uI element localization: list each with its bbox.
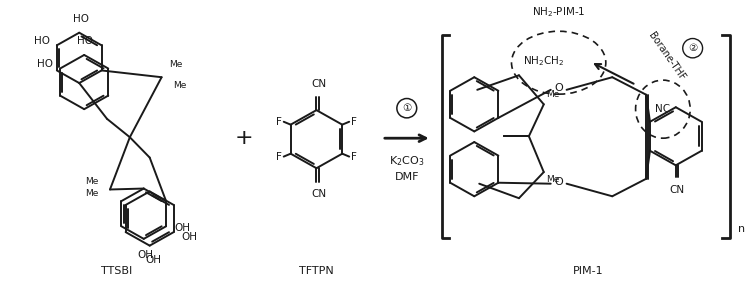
Text: +: + — [235, 128, 253, 148]
Text: OH: OH — [137, 249, 154, 260]
Text: PIM-1: PIM-1 — [573, 266, 604, 276]
Text: OH: OH — [182, 232, 198, 242]
Text: Me: Me — [174, 81, 187, 90]
Text: F: F — [276, 117, 282, 127]
Text: K$_2$CO$_3$: K$_2$CO$_3$ — [389, 155, 424, 168]
Text: ②: ② — [688, 43, 698, 53]
Text: TTSBI: TTSBI — [101, 266, 133, 276]
Text: O: O — [554, 177, 563, 187]
Text: HO: HO — [73, 14, 89, 24]
Text: n: n — [738, 224, 745, 234]
Text: ①: ① — [402, 103, 411, 113]
Text: HO: HO — [37, 59, 53, 69]
Text: HO: HO — [34, 36, 50, 46]
Text: TFTPN: TFTPN — [299, 266, 334, 276]
Text: F: F — [276, 152, 282, 162]
Text: DMF: DMF — [395, 172, 419, 182]
Text: Me: Me — [85, 189, 98, 198]
Text: F: F — [351, 152, 357, 162]
Text: Me: Me — [85, 177, 98, 186]
Text: Me: Me — [170, 61, 183, 70]
Text: Me: Me — [546, 175, 559, 184]
Text: HO: HO — [77, 36, 93, 46]
Text: OH: OH — [174, 223, 190, 233]
Text: NC: NC — [655, 104, 670, 114]
Text: Borane-THF: Borane-THF — [646, 30, 686, 82]
Text: CN: CN — [669, 185, 684, 195]
Text: OH: OH — [146, 255, 162, 265]
Text: CN: CN — [311, 79, 326, 89]
Text: O: O — [554, 83, 563, 93]
Text: NH$_2$-PIM-1: NH$_2$-PIM-1 — [532, 5, 585, 19]
Text: F: F — [351, 117, 357, 127]
Text: NH$_2$CH$_2$: NH$_2$CH$_2$ — [523, 54, 565, 68]
Text: Me: Me — [546, 90, 559, 99]
Text: CN: CN — [311, 189, 326, 200]
